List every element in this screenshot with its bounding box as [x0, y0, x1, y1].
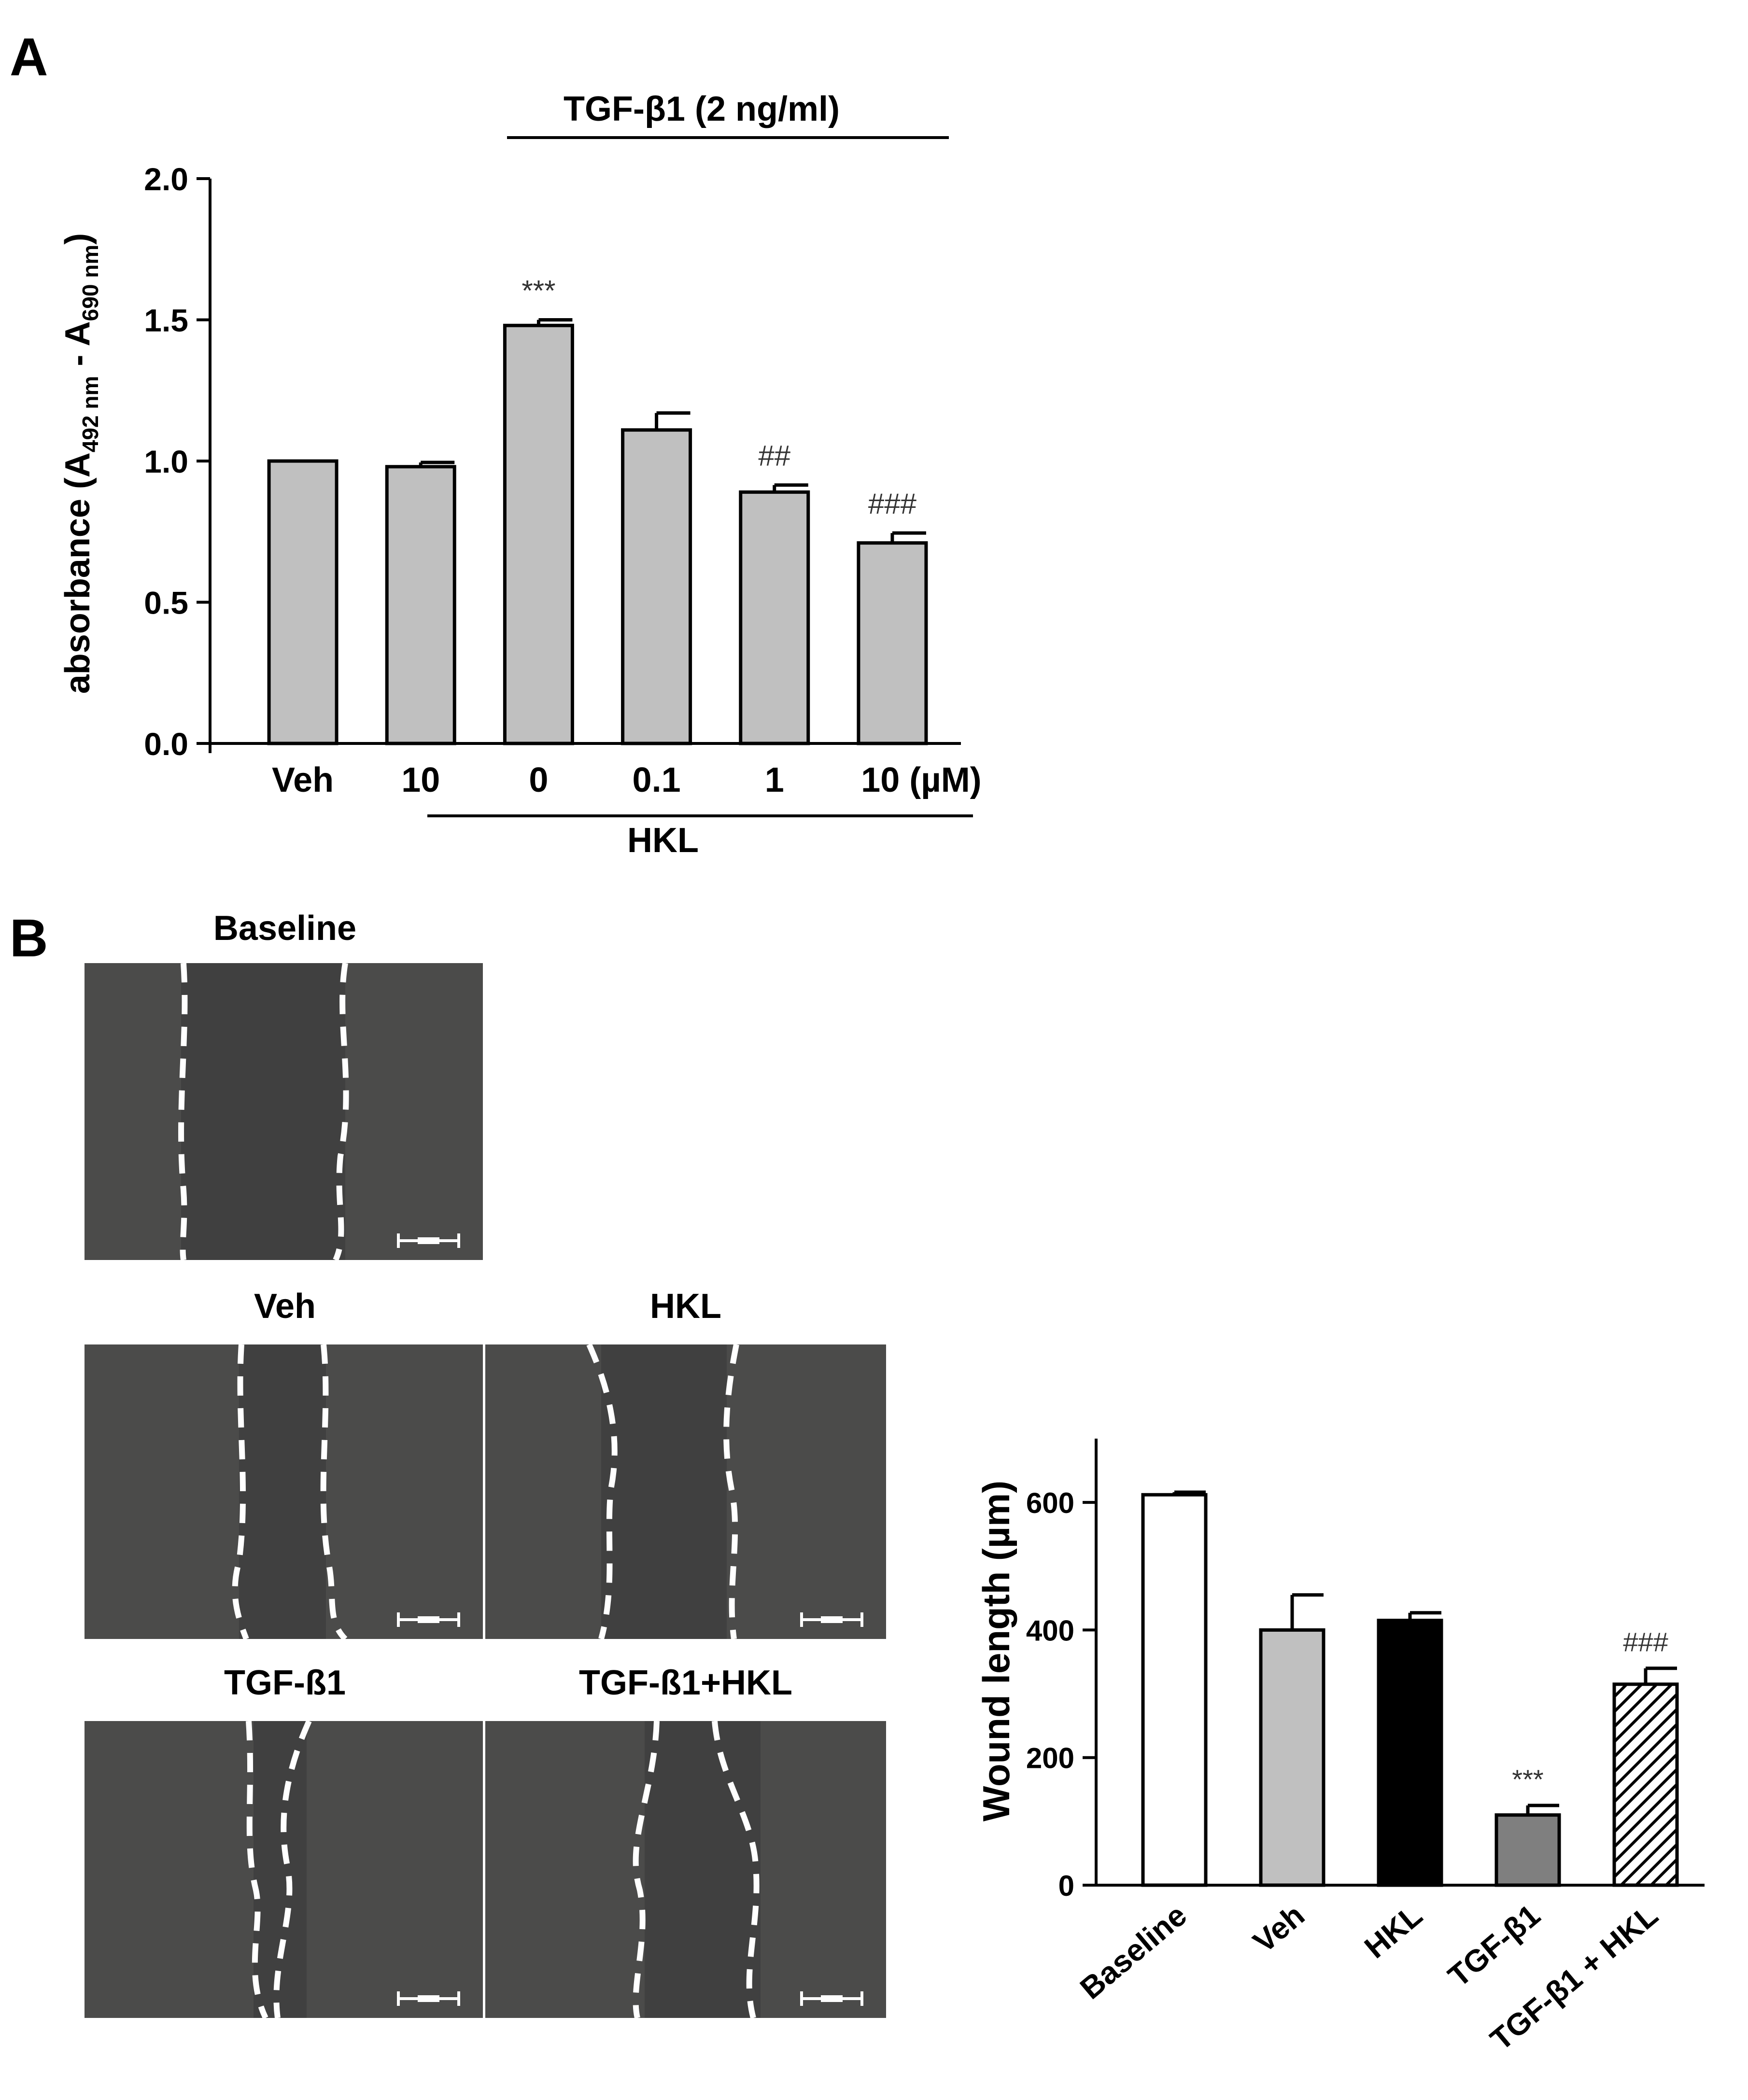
y-tick-label-b: 0 — [1058, 1870, 1074, 1902]
micrograph-label-tgf: TGF-ß1 — [224, 1664, 346, 1702]
category-label-a: 10 — [401, 761, 440, 799]
micrograph-hkl — [485, 1344, 886, 1639]
y-tick-label-a: 2.0 — [144, 161, 188, 197]
category-label-a: 0 — [529, 761, 548, 799]
bar-b — [1141, 1493, 1208, 1887]
bar-a — [621, 428, 692, 745]
category-label-a: 1 — [765, 761, 784, 799]
chart-a: TGF-β1 (2 ng/ml) 0.00.51.01.52.0 Veh 10**… — [58, 90, 982, 860]
y-tick-label-b: 200 — [1026, 1742, 1074, 1775]
panel-letter-b: B — [10, 909, 48, 968]
significance-a: ### — [868, 488, 917, 520]
bar-b — [1259, 1628, 1325, 1887]
category-label-b: Baseline — [1073, 1898, 1193, 2006]
category-label-a: 10 (µM) — [861, 761, 982, 799]
bar-b — [1494, 1813, 1561, 1887]
bar-b — [1612, 1682, 1679, 1887]
micrograph-label-baseline: Baseline — [213, 909, 357, 948]
y-axis-label-b: Wound length (µm) — [975, 1481, 1017, 1821]
bar-b — [1377, 1619, 1443, 1887]
y-tick-label-a: 0.0 — [144, 726, 188, 762]
top-bracket-label: TGF-β1 (2 ng/ml) — [564, 90, 840, 128]
micrograph-tgf-hkl — [485, 1721, 886, 2018]
panel-letter-a: A — [10, 28, 48, 87]
significance-a: ## — [758, 440, 790, 472]
micrograph-label-veh: Veh — [254, 1287, 316, 1326]
micrograph-label-tgf-hkl: TGF-ß1+HKL — [579, 1664, 792, 1702]
category-label-a: 0.1 — [633, 761, 681, 799]
bar-a — [385, 465, 456, 745]
category-label-b: TGF-β1 — [1441, 1898, 1547, 1994]
y-tick-label-b: 400 — [1026, 1614, 1074, 1647]
category-label-b: HKL — [1358, 1898, 1429, 1965]
y-tick-label-a: 1.0 — [144, 444, 188, 479]
bar-a — [857, 541, 928, 745]
bar-a — [739, 490, 810, 745]
y-tick-label-a: 0.5 — [144, 585, 188, 621]
micrograph-veh — [85, 1344, 483, 1639]
significance-b: ### — [1623, 1627, 1668, 1657]
significance-b: *** — [1512, 1764, 1543, 1794]
category-label-a: Veh — [272, 761, 334, 799]
y-tick-label-b: 600 — [1026, 1487, 1074, 1519]
micrograph-label-hkl: HKL — [650, 1287, 721, 1326]
significance-a: *** — [522, 275, 555, 307]
bar-a — [267, 459, 338, 745]
category-label-b: Veh — [1247, 1898, 1311, 1960]
y-axis-label-a: absorbance (A492 nm - A690 nm) — [58, 233, 103, 694]
y-tick-label-a: 1.5 — [144, 303, 188, 338]
micrograph-tgf — [85, 1721, 483, 2018]
micrograph-baseline — [85, 963, 483, 1260]
bar-a — [503, 323, 574, 745]
bottom-bracket-label: HKL — [627, 821, 699, 860]
